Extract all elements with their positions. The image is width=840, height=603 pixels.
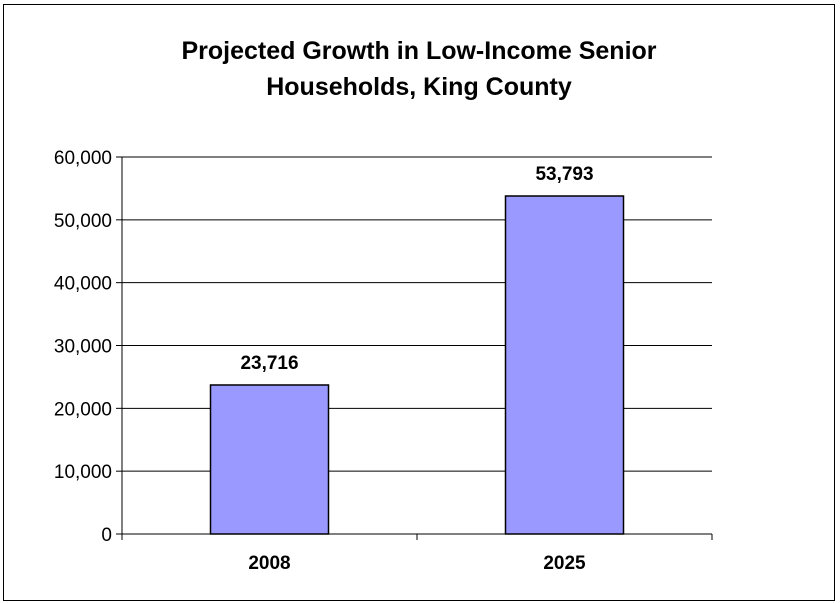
bar-2008 — [209, 384, 330, 535]
x-tick-label-2025: 2025 — [543, 553, 586, 574]
chart-title-line-1: Projected Growth in Low-Income Senior — [181, 37, 657, 65]
bar-2025 — [504, 195, 625, 535]
y-tick-label: 40,000 — [54, 274, 112, 295]
y-tick-label: 50,000 — [54, 211, 112, 232]
y-tick-label: 0 — [101, 525, 112, 546]
data-label-2025: 53,793 — [535, 164, 593, 185]
x-tick-label-2008: 2008 — [248, 553, 290, 574]
chart-title: Projected Growth in Low-Income Senior Ho… — [4, 33, 834, 105]
y-tick-label: 10,000 — [54, 462, 112, 483]
chart-container: Projected Growth in Low-Income Senior Ho… — [3, 4, 835, 601]
y-tick-label: 30,000 — [54, 337, 112, 358]
y-tick-label: 60,000 — [54, 148, 112, 169]
y-tick-label: 20,000 — [54, 399, 112, 420]
chart-title-line-2: Households, King County — [266, 73, 572, 101]
data-label-2008: 23,716 — [240, 353, 298, 374]
